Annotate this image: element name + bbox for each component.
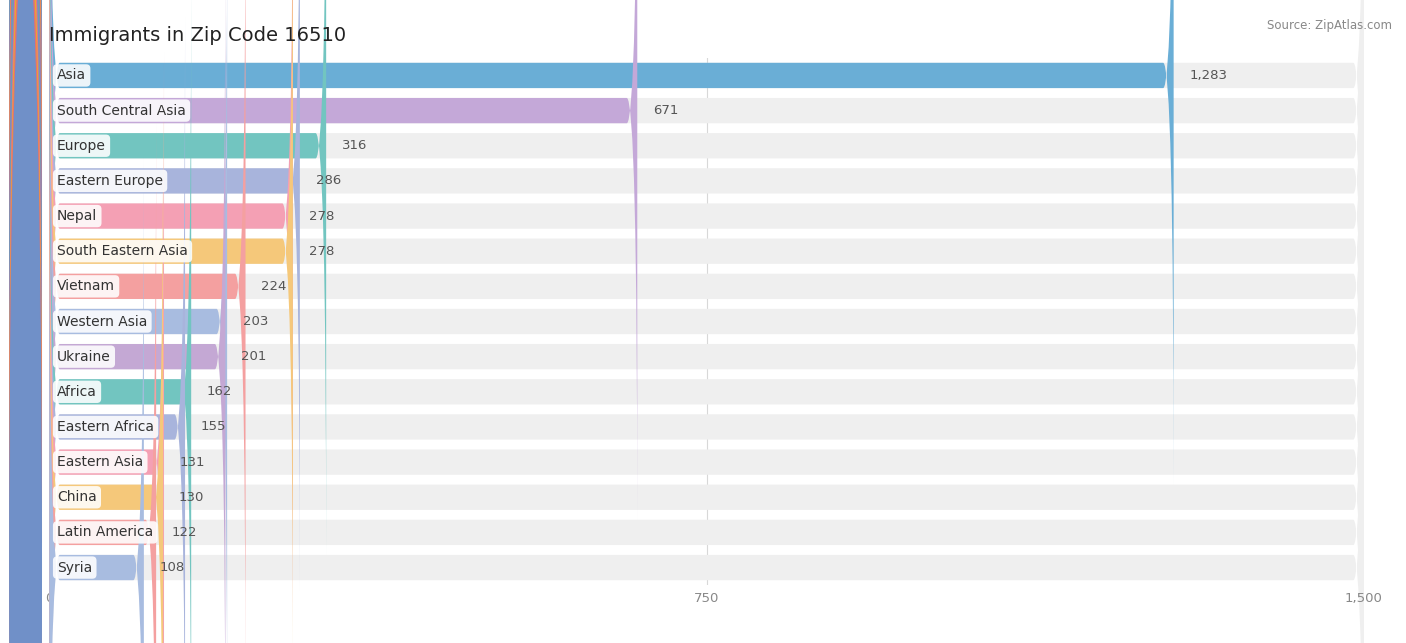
FancyBboxPatch shape <box>49 0 292 643</box>
FancyBboxPatch shape <box>49 88 1364 643</box>
Text: 130: 130 <box>179 491 204 503</box>
FancyBboxPatch shape <box>49 0 246 643</box>
Text: 286: 286 <box>315 174 340 187</box>
Circle shape <box>10 0 41 643</box>
FancyBboxPatch shape <box>49 0 1364 590</box>
Text: Western Asia: Western Asia <box>58 314 148 329</box>
FancyBboxPatch shape <box>49 53 165 643</box>
Text: Eastern Europe: Eastern Europe <box>58 174 163 188</box>
Circle shape <box>10 0 41 643</box>
Text: 162: 162 <box>207 385 232 398</box>
Text: Syria: Syria <box>58 561 93 575</box>
Text: China: China <box>58 490 97 504</box>
Circle shape <box>10 0 41 643</box>
Text: Eastern Asia: Eastern Asia <box>58 455 143 469</box>
FancyBboxPatch shape <box>49 0 191 643</box>
FancyBboxPatch shape <box>49 0 1364 625</box>
Circle shape <box>10 0 41 643</box>
Circle shape <box>10 0 41 643</box>
Text: 224: 224 <box>262 280 287 293</box>
Text: 316: 316 <box>342 140 367 152</box>
FancyBboxPatch shape <box>49 18 1364 643</box>
Text: Eastern Africa: Eastern Africa <box>58 420 155 434</box>
FancyBboxPatch shape <box>49 0 1364 643</box>
Text: 1,283: 1,283 <box>1189 69 1227 82</box>
FancyBboxPatch shape <box>49 0 292 625</box>
Text: 203: 203 <box>243 315 269 328</box>
Circle shape <box>10 0 41 643</box>
Circle shape <box>10 0 41 643</box>
Text: Africa: Africa <box>58 385 97 399</box>
FancyBboxPatch shape <box>49 18 186 643</box>
FancyBboxPatch shape <box>49 0 1364 643</box>
Text: 671: 671 <box>652 104 679 117</box>
FancyBboxPatch shape <box>49 0 637 520</box>
Text: 278: 278 <box>309 245 335 258</box>
FancyBboxPatch shape <box>49 53 1364 643</box>
Circle shape <box>10 0 41 643</box>
Text: 155: 155 <box>201 421 226 433</box>
FancyBboxPatch shape <box>49 0 1364 485</box>
FancyBboxPatch shape <box>49 0 1364 555</box>
FancyBboxPatch shape <box>49 0 1364 643</box>
Text: Vietnam: Vietnam <box>58 279 115 293</box>
FancyBboxPatch shape <box>49 0 1364 643</box>
FancyBboxPatch shape <box>49 0 299 590</box>
Text: Source: ZipAtlas.com: Source: ZipAtlas.com <box>1267 19 1392 32</box>
Circle shape <box>10 0 41 643</box>
FancyBboxPatch shape <box>49 158 1364 643</box>
Text: 201: 201 <box>242 350 267 363</box>
Text: Nepal: Nepal <box>58 209 97 223</box>
Text: 278: 278 <box>309 210 335 222</box>
FancyBboxPatch shape <box>49 0 1174 485</box>
Circle shape <box>10 0 41 643</box>
FancyBboxPatch shape <box>49 0 225 643</box>
Text: Asia: Asia <box>58 68 86 82</box>
FancyBboxPatch shape <box>49 88 163 643</box>
Text: South Central Asia: South Central Asia <box>58 104 186 118</box>
FancyBboxPatch shape <box>49 123 156 643</box>
Text: Ukraine: Ukraine <box>58 350 111 364</box>
Text: South Eastern Asia: South Eastern Asia <box>58 244 188 258</box>
Circle shape <box>10 0 41 643</box>
Text: 122: 122 <box>172 526 197 539</box>
FancyBboxPatch shape <box>49 158 143 643</box>
Text: Latin America: Latin America <box>58 525 153 539</box>
Circle shape <box>10 0 41 643</box>
Circle shape <box>10 0 41 643</box>
Text: Immigrants in Zip Code 16510: Immigrants in Zip Code 16510 <box>49 26 346 45</box>
FancyBboxPatch shape <box>49 0 228 643</box>
FancyBboxPatch shape <box>49 0 326 555</box>
Text: 131: 131 <box>180 456 205 469</box>
Circle shape <box>10 0 41 643</box>
Text: Europe: Europe <box>58 139 105 153</box>
FancyBboxPatch shape <box>49 0 1364 643</box>
FancyBboxPatch shape <box>49 0 1364 520</box>
FancyBboxPatch shape <box>49 123 1364 643</box>
Circle shape <box>10 0 41 643</box>
Text: 108: 108 <box>160 561 184 574</box>
